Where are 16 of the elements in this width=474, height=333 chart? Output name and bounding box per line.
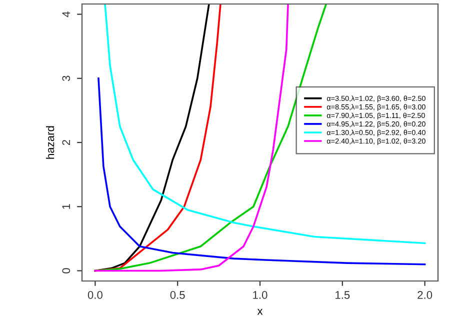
line-series <box>94 4 327 272</box>
x-tick-label: 2.0 <box>418 291 432 299</box>
x-tick-label: 0.5 <box>170 291 185 299</box>
line-series <box>104 4 426 244</box>
y-tick-label: 1 <box>62 204 70 209</box>
x-tick-label: 1.5 <box>336 291 350 299</box>
line-series <box>98 77 426 266</box>
y-tick-label: 4 <box>62 11 70 18</box>
x-tick-label: 0.0 <box>88 291 102 299</box>
y-tick-label: 3 <box>62 76 70 82</box>
y-tick-label: 0 <box>62 268 70 274</box>
y-tick-label: 2 <box>62 140 70 146</box>
x-tick-label: 1.0 <box>253 291 268 299</box>
y-axis-title: hazard <box>46 126 54 159</box>
x-axis-title: x <box>257 308 263 315</box>
line-series <box>94 4 289 272</box>
